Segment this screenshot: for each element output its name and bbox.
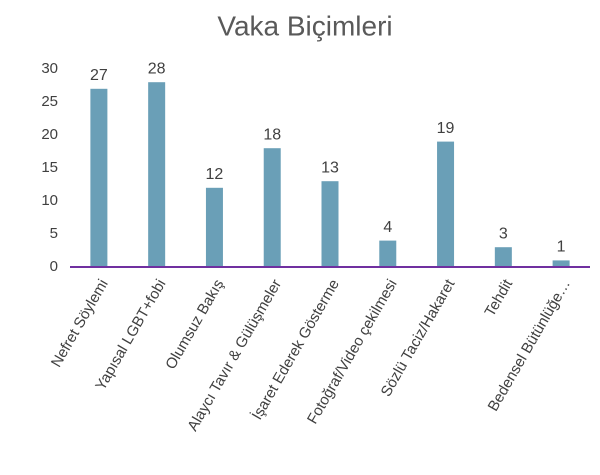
y-tick-label: 15 <box>41 159 58 176</box>
bar <box>494 247 512 267</box>
x-tick-label: Nefret Söylemi <box>48 276 112 370</box>
data-label: 12 <box>206 166 224 183</box>
bar <box>205 187 223 267</box>
bar <box>437 141 455 267</box>
data-label: 1 <box>557 239 566 256</box>
y-tick-label: 0 <box>50 258 58 275</box>
data-label: 13 <box>321 159 339 176</box>
data-label: 19 <box>437 120 455 137</box>
chart-title: Vaka Biçimleri <box>217 10 392 41</box>
x-tick-label: Tehdit <box>481 276 516 320</box>
data-label: 3 <box>499 225 508 242</box>
data-label: 18 <box>263 126 281 143</box>
y-tick-label: 20 <box>41 126 58 143</box>
bar <box>379 240 397 267</box>
y-tick-label: 30 <box>41 60 58 77</box>
y-tick-label: 5 <box>50 225 58 242</box>
bar <box>552 260 570 267</box>
data-label: 28 <box>148 60 166 77</box>
bar <box>321 181 339 267</box>
bar <box>148 82 166 267</box>
data-label: 4 <box>383 219 392 236</box>
x-tick-label: Olumsuz Bakış <box>162 276 227 372</box>
y-tick-label: 25 <box>41 93 58 110</box>
bar <box>90 88 108 267</box>
y-tick-label: 10 <box>41 192 58 209</box>
bar <box>263 148 281 267</box>
data-label: 27 <box>90 67 108 84</box>
